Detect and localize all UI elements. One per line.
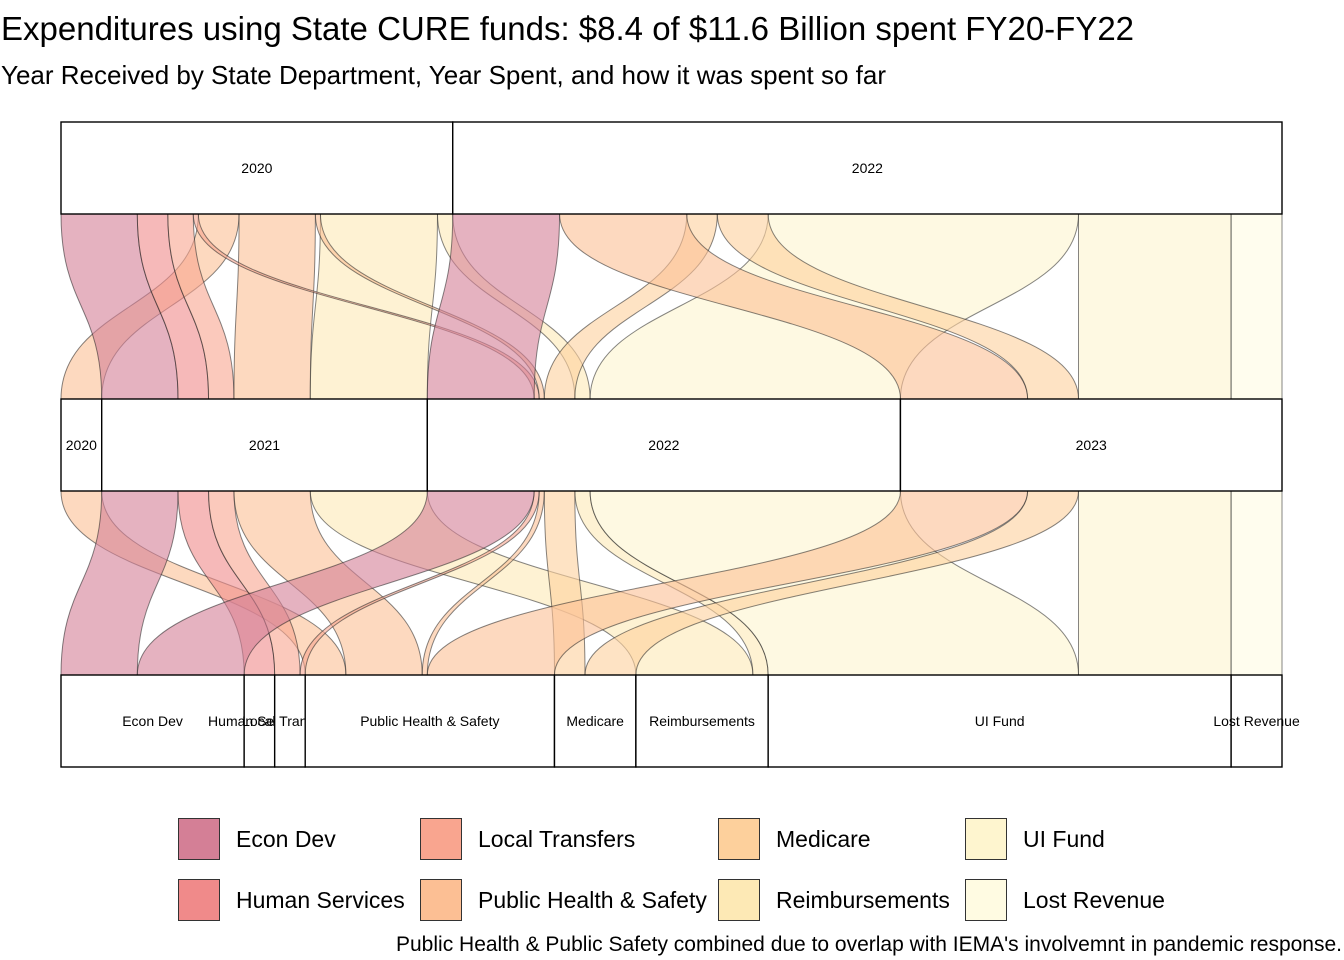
legend-label: Lost Revenue	[1023, 886, 1165, 913]
stratum-label-category: Lost Revenue	[1213, 713, 1300, 729]
stratum-box	[60, 674, 245, 768]
stratum-box	[60, 121, 454, 215]
legend-item: Lost Revenue	[965, 878, 1165, 922]
legend-item: Public Health & Safety	[420, 878, 707, 922]
stratum-box	[273, 674, 306, 768]
chart-title: Expenditures using State CURE funds: $8.…	[1, 10, 1135, 47]
legend-swatch	[965, 879, 1007, 921]
flow-ribbon-spent-category	[1230, 490, 1283, 676]
stratum-box	[452, 121, 1283, 215]
stratum-label-spent: 2022	[648, 437, 679, 453]
legend-swatch	[965, 818, 1007, 860]
stratum-label-category: UI Fund	[975, 713, 1025, 729]
legend-item: Econ Dev	[178, 817, 336, 861]
legend-item: Local Transfers	[420, 817, 635, 861]
stratum-label-spent: 2021	[249, 437, 280, 453]
stratum-box	[100, 398, 429, 492]
legend-label: Medicare	[776, 825, 871, 852]
legend-swatch	[420, 818, 462, 860]
flow-ribbon-spent-category	[1077, 490, 1232, 676]
flow-ribbon-received-spent	[309, 213, 438, 400]
flow-ribbon-received-spent	[233, 213, 316, 400]
legend-item: Medicare	[718, 817, 871, 861]
stratum-label-category: Econ Dev	[122, 713, 183, 729]
stratum-label-category: Reimbursements	[649, 713, 755, 729]
legend-label: Econ Dev	[236, 825, 336, 852]
legend-swatch	[718, 818, 760, 860]
legend-label: Public Health & Safety	[478, 886, 707, 913]
legend-item: UI Fund	[965, 817, 1105, 861]
legend-swatch	[178, 879, 220, 921]
stratum-label-spent: 2023	[1076, 437, 1107, 453]
legend-item: Reimbursements	[718, 878, 950, 922]
legend-swatch	[420, 879, 462, 921]
stratum-label-category: Medicare	[566, 713, 624, 729]
legend-item: Human Services	[178, 878, 405, 922]
chart-subtitle: Year Received by State Department, Year …	[1, 60, 887, 90]
stratum-box	[899, 398, 1283, 492]
chart-caption: Public Health & Public Safety combined d…	[396, 933, 1342, 956]
legend-label: UI Fund	[1023, 825, 1105, 852]
legend-label: Local Transfers	[478, 825, 636, 852]
stratum-box	[243, 674, 276, 768]
legend-label: Reimbursements	[776, 886, 950, 913]
stratum-label-spent: 2020	[66, 437, 97, 453]
stratum-label-received: 2022	[852, 160, 883, 176]
flow-ribbon-received-spent	[1230, 213, 1283, 400]
stratum-box	[60, 398, 103, 492]
stratum-box	[426, 398, 902, 492]
stratum-label-category: Public Health & Safety	[360, 713, 499, 729]
legend-label: Human Services	[236, 886, 405, 913]
legend-swatch	[718, 879, 760, 921]
stratum-box	[635, 674, 769, 768]
stratum-box	[1230, 674, 1283, 768]
stratum-box	[304, 674, 556, 768]
flows-layer	[60, 213, 1283, 676]
stratum-box	[553, 674, 637, 768]
stratum-label-received: 2020	[241, 160, 272, 176]
flow-ribbon-received-spent	[1077, 213, 1232, 400]
legend-swatch	[178, 818, 220, 860]
stratum-box	[767, 674, 1232, 768]
